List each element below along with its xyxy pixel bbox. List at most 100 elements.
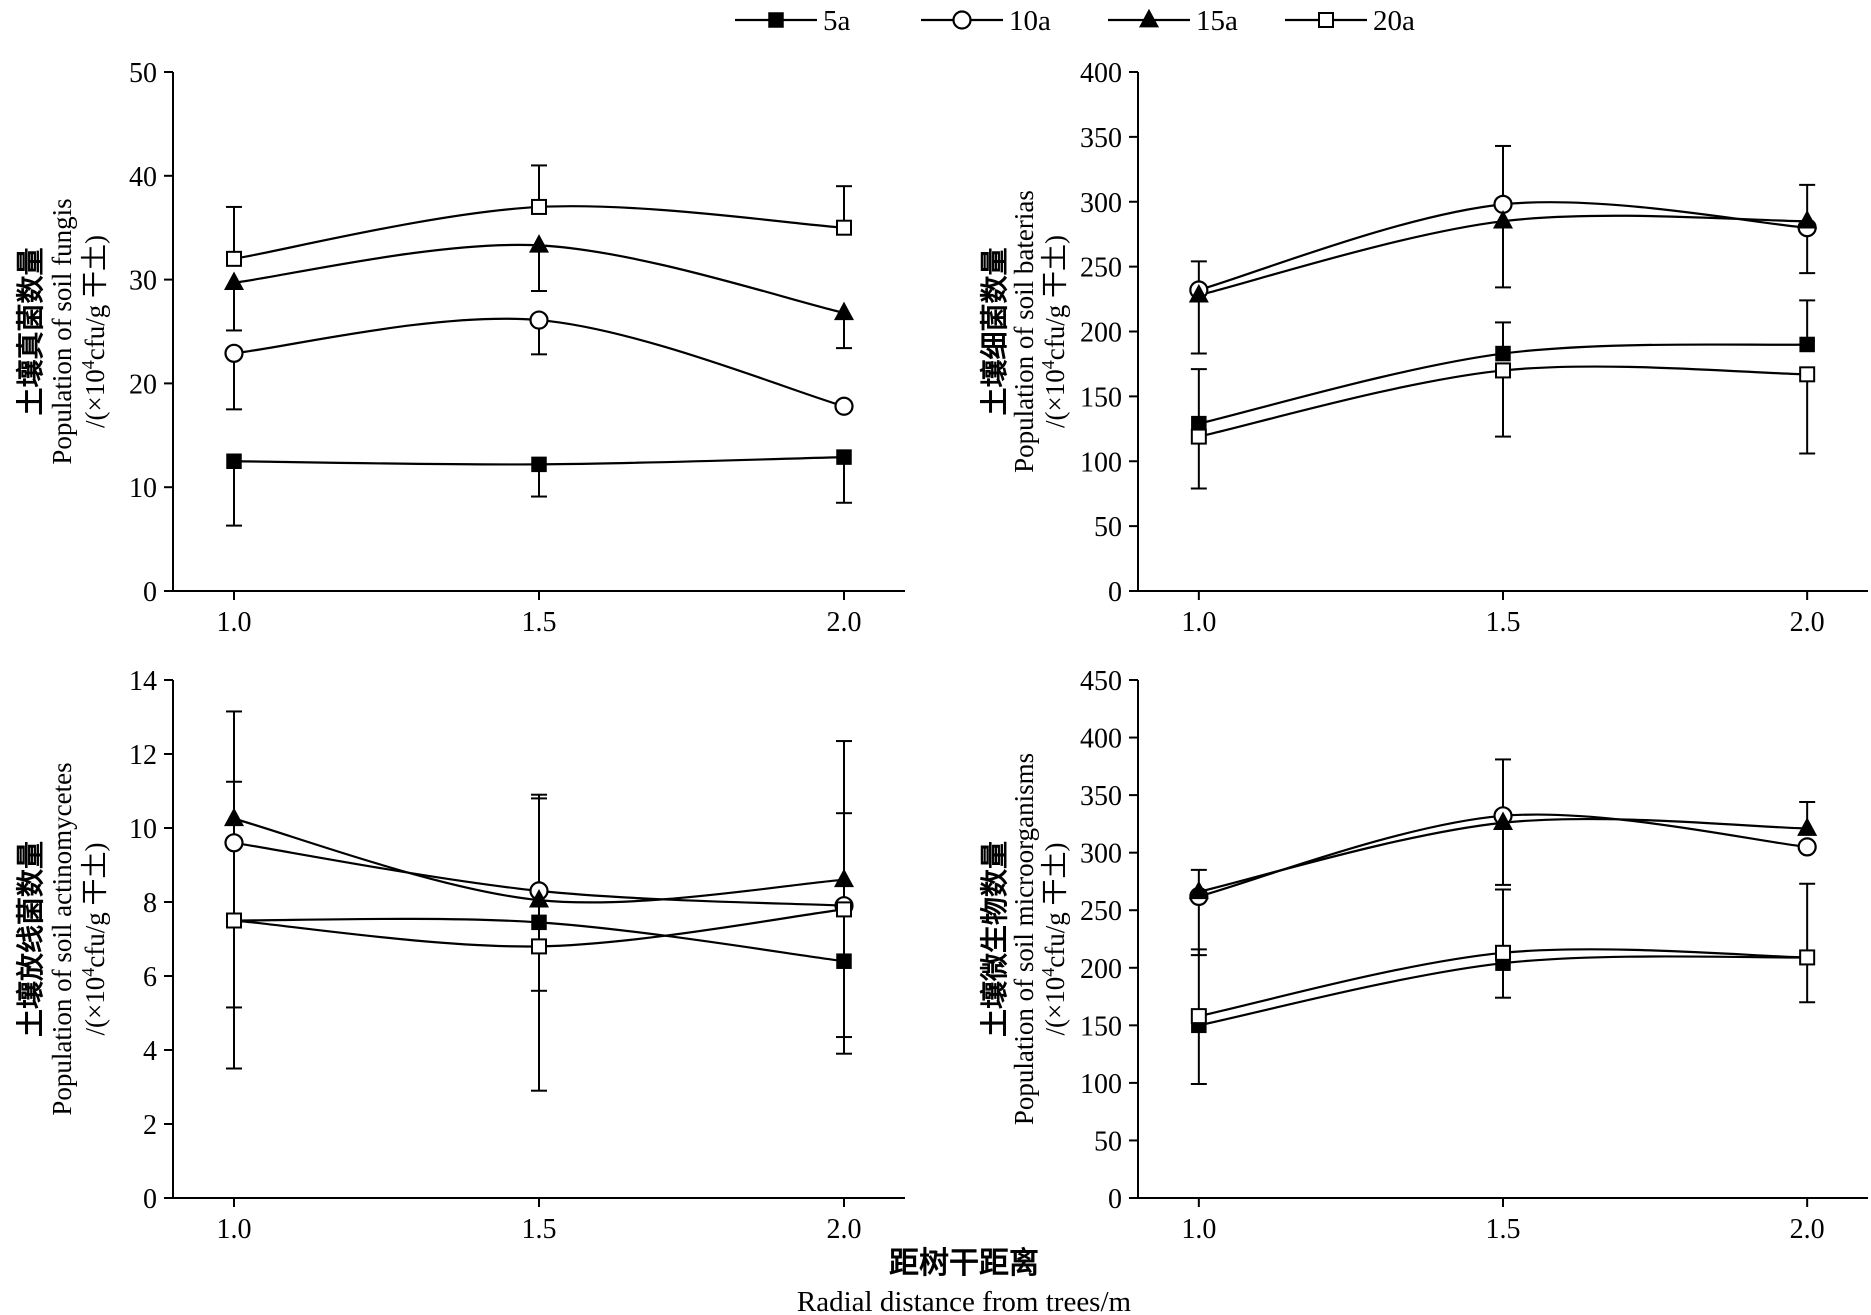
data-point-15a (1188, 880, 1209, 900)
x-tick-label: 2.0 (1790, 607, 1825, 638)
y-tick-label: 50 (1094, 512, 1122, 543)
y-tick-label: 0 (143, 1184, 157, 1215)
y-tick-label: 14 (129, 666, 157, 697)
data-point-5a (1495, 345, 1511, 362)
data-point-20a (1495, 944, 1511, 961)
panel-microorganisms: 0 50 100 150 200 250 300 350 400 450 1.0 1.5 2.0 土壤微生… (978, 666, 1868, 1245)
legend-label: 15a (1196, 5, 1238, 37)
legend-marker-5a (768, 12, 784, 28)
y-axis-unit-suffix: cfu/g 干土) (80, 235, 110, 360)
y-tick-label: 200 (1080, 954, 1122, 985)
y-axis-title-cn: 土壤放线菌数量 (14, 841, 47, 1037)
legend-marker-15a (1138, 8, 1160, 28)
legend-label: 20a (1373, 5, 1415, 37)
data-point-10a (529, 310, 549, 330)
legend-item-20a: 20a (1285, 5, 1415, 37)
data-point-20a (1495, 362, 1511, 379)
y-tick-label: 20 (129, 369, 157, 400)
y-tick-label: 10 (129, 473, 157, 504)
legend-item-5a: 5a (735, 5, 851, 37)
x-tick-label: 1.5 (522, 1214, 557, 1245)
legend-marker-10a (952, 10, 972, 30)
x-tick-label: 1.5 (522, 607, 557, 638)
panel-bacteria: 0 50 100 150 200 250 300 350 400 1.0 1.5 2.0 土壤细菌数量P… (978, 58, 1868, 638)
x-tick-label: 1.5 (1486, 1214, 1521, 1245)
y-axis-unit-superscript: 4 (78, 360, 98, 369)
data-point-15a (1188, 283, 1209, 303)
y-tick-label: 0 (1108, 577, 1122, 608)
y-tick-label: 150 (1080, 382, 1122, 413)
panel-actinomycetes: 0 2 4 6 8 10 12 14 1.0 1.5 2.0 土壤放线菌数量 Population of… (14, 666, 905, 1245)
y-tick-label: 50 (1094, 1126, 1122, 1157)
y-tick-label: 50 (129, 58, 157, 89)
series-10a (1190, 758, 1808, 957)
data-point-10a (834, 396, 854, 416)
y-axis-unit-superscript: 4 (1038, 360, 1058, 369)
y-tick-label: 450 (1080, 666, 1122, 697)
y-tick-label: 400 (1080, 724, 1122, 755)
y-axis-title-cn: 土壤微生物数量 (978, 841, 1011, 1037)
y-tick-label: 100 (1080, 1069, 1122, 1100)
y-axis-title-en: Population of soil microorganisms (1009, 753, 1039, 1125)
y-axis-unit-superscript: 4 (1038, 968, 1058, 977)
data-point-20a (531, 198, 547, 215)
y-tick-label: 4 (143, 1036, 157, 1067)
y-tick-label: 40 (129, 162, 157, 193)
y-tick-label: 10 (129, 814, 157, 845)
data-point-10a (1797, 837, 1817, 857)
data-point-15a (528, 888, 550, 908)
data-point-15a (223, 807, 245, 827)
y-axis-unit-suffix: cfu/g 干土) (1040, 843, 1070, 968)
data-point-15a (1492, 811, 1514, 831)
data-point-15a (833, 301, 855, 321)
legend-marker-20a (1318, 12, 1334, 28)
y-axis-title-cn: 土壤细菌数量 (978, 247, 1011, 415)
x-tick-label: 1.0 (1181, 1214, 1216, 1245)
y-tick-label: 2 (143, 1110, 157, 1141)
y-axis-title-en: Population of soil baterias (1009, 190, 1039, 473)
data-point-20a (226, 912, 242, 929)
data-point-5a (1799, 336, 1815, 353)
data-point-15a (528, 234, 550, 253)
data-point-10a (224, 343, 244, 363)
y-tick-label: 150 (1080, 1011, 1122, 1042)
data-point-5a (531, 914, 547, 931)
data-point-20a (1799, 366, 1816, 383)
data-point-5a (531, 456, 547, 473)
data-point-5a (1191, 415, 1207, 432)
y-tick-label: 250 (1080, 896, 1122, 927)
x-tick-label: 2.0 (827, 607, 862, 638)
y-axis-unit-suffix: cfu/g 干土) (1040, 235, 1070, 360)
y-axis-title-unit: /(×104cfu/g 干土) (1038, 843, 1070, 1036)
data-point-20a (226, 250, 242, 267)
y-axis-unit-prefix: /(×10 (80, 369, 110, 428)
y-axis-title-en: Population of soil fungis (47, 198, 77, 464)
data-point-5a (836, 953, 852, 969)
panel-fungi: 0 10 20 30 40 50 1.0 1.5 2.0 土壤真菌数量 Population of … (14, 58, 905, 638)
data-point-10a (224, 833, 244, 853)
y-tick-label: 350 (1080, 781, 1122, 812)
data-point-20a (531, 938, 547, 955)
y-axis-title-unit: /(×104cfu/g 干土) (1038, 235, 1070, 428)
series-15a (1190, 214, 1808, 355)
y-tick-label: 6 (143, 962, 157, 993)
data-point-20a (1190, 1008, 1207, 1025)
y-tick-label: 30 (129, 266, 157, 297)
y-tick-label: 100 (1080, 447, 1122, 478)
y-axis-unit-prefix: /(×10 (80, 977, 110, 1036)
x-tick-label: 1.0 (217, 1214, 252, 1245)
y-tick-label: 0 (143, 577, 157, 608)
series-20a (1190, 365, 1816, 490)
x-tick-label: 1.5 (1486, 607, 1521, 638)
y-tick-label: 400 (1080, 58, 1122, 89)
series-5a (1190, 955, 1816, 1086)
data-point-20a (1799, 949, 1816, 966)
data-point-15a (223, 271, 245, 291)
legend-item-10a: 10a (921, 5, 1051, 37)
y-axis-unit-suffix: cfu/g 干土) (80, 843, 110, 968)
x-tick-label: 2.0 (1790, 1214, 1825, 1245)
y-tick-label: 0 (1108, 1184, 1122, 1215)
data-point-15a (1797, 817, 1818, 836)
y-axis-title-unit: /(×104cfu/g 干土) (78, 235, 110, 428)
data-point-5a (226, 453, 242, 469)
